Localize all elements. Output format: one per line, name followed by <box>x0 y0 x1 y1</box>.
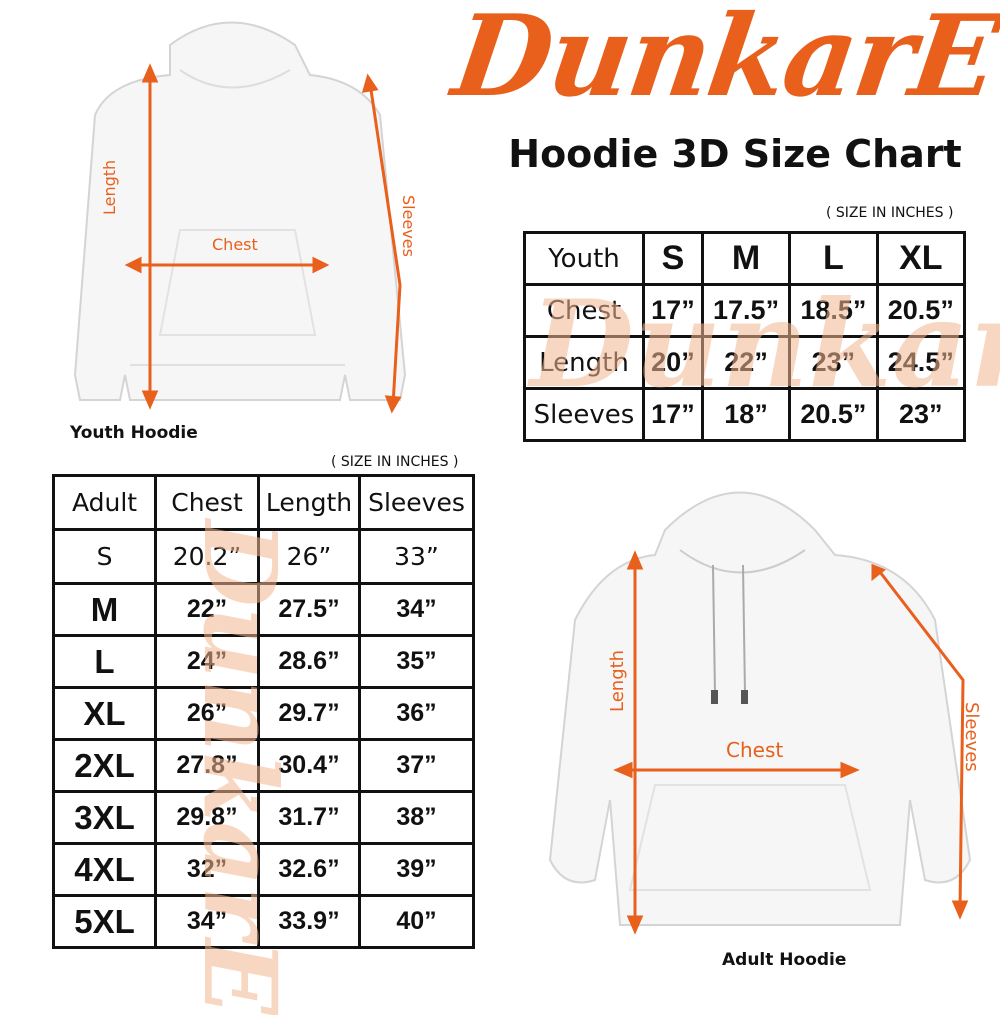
row-label: 5XL <box>52 894 157 949</box>
row-label: L <box>52 634 157 690</box>
row-label: S <box>52 528 157 586</box>
row-label: 3XL <box>52 790 157 846</box>
cell: 24.5” <box>875 335 967 390</box>
cell: 34” <box>154 894 260 949</box>
table-row: M 22” 27.5” 34” <box>52 582 475 638</box>
table-row: Length 20” 22” 23” 24.5” <box>523 335 967 390</box>
header-cell: Chest <box>154 473 260 532</box>
cell: 27.5” <box>257 582 361 638</box>
cell: 26” <box>257 528 361 586</box>
brand-logo: DunkarE <box>445 0 1000 122</box>
adult-units-note: ( SIZE IN INCHES ) <box>331 454 459 470</box>
cell: 22” <box>154 582 260 638</box>
youth-hoodie-image <box>73 21 407 414</box>
cell: 33.9” <box>257 894 361 949</box>
cell: 31.7” <box>257 790 361 846</box>
row-label: Chest <box>523 283 645 338</box>
cell: 32.6” <box>257 842 361 897</box>
cell: 24” <box>154 634 260 690</box>
adult-sleeves-annotation: Sleeves <box>961 702 982 772</box>
cell: 39” <box>358 842 475 897</box>
cell: 26” <box>154 686 260 742</box>
youth-hoodie-label: Youth Hoodie <box>70 423 198 443</box>
row-label: 2XL <box>52 738 157 794</box>
adult-size-table: Adult Chest Length Sleeves S 20.2” 26” 33” M… <box>52 473 475 949</box>
row-label: 4XL <box>52 842 157 897</box>
cell: 37” <box>358 738 475 794</box>
header-cell: Sleeves <box>358 473 475 532</box>
youth-length-annotation: Length <box>100 159 119 215</box>
cell: 17” <box>642 283 704 338</box>
adult-length-annotation: Length <box>607 649 628 712</box>
header-cell: Youth <box>523 231 645 286</box>
cell: 20” <box>642 335 704 390</box>
adult-chest-annotation: Chest <box>726 738 784 762</box>
page-title: Hoodie 3D Size Chart <box>508 132 962 176</box>
header-cell: M <box>700 231 792 286</box>
table-row: Sleeves 17” 18” 20.5” 23” <box>523 387 967 442</box>
cell: 23” <box>788 335 879 390</box>
cell: 30.4” <box>257 738 361 794</box>
cell: 27.8” <box>154 738 260 794</box>
cell: 18” <box>700 387 792 442</box>
table-row: XL 26” 29.7” 36” <box>52 686 475 742</box>
cell: 22” <box>700 335 792 390</box>
header-cell: L <box>788 231 879 286</box>
cell: 29.7” <box>257 686 361 742</box>
youth-size-table: Youth S M L XL Chest 17” 17.5” 18.5” 20.… <box>523 231 967 442</box>
table-header-row: Adult Chest Length Sleeves <box>52 473 475 532</box>
header-cell: XL <box>875 231 967 286</box>
cell: 35” <box>358 634 475 690</box>
table-row: 3XL 29.8” 31.7” 38” <box>52 790 475 846</box>
row-label: XL <box>52 686 157 742</box>
cell: 28.6” <box>257 634 361 690</box>
cell: 36” <box>358 686 475 742</box>
cell: 29.8” <box>154 790 260 846</box>
adult-hoodie-image <box>548 491 972 935</box>
cell: 18.5” <box>788 283 879 338</box>
youth-sleeves-annotation: Sleeves <box>399 195 418 257</box>
cell: 23” <box>875 387 967 442</box>
cell: 20.2” <box>154 528 260 586</box>
row-label: Sleeves <box>523 387 645 442</box>
cell: 34” <box>358 582 475 638</box>
cell: 17.5” <box>700 283 792 338</box>
table-header-row: Youth S M L XL <box>523 231 967 286</box>
header-cell: Length <box>257 473 361 532</box>
youth-units-note: ( SIZE IN INCHES ) <box>826 205 954 221</box>
table-row: Chest 17” 17.5” 18.5” 20.5” <box>523 283 967 338</box>
row-label: M <box>52 582 157 638</box>
cell: 33” <box>358 528 475 586</box>
row-label: Length <box>523 335 645 390</box>
header-cell: S <box>642 231 704 286</box>
cell: 38” <box>358 790 475 846</box>
table-row: L 24” 28.6” 35” <box>52 634 475 690</box>
cell: 40” <box>358 894 475 949</box>
adult-hoodie-label: Adult Hoodie <box>722 950 847 970</box>
table-row: 5XL 34” 33.9” 40” <box>52 894 475 949</box>
table-row: 4XL 32” 32.6” 39” <box>52 842 475 897</box>
cell: 32” <box>154 842 260 897</box>
header-cell: Adult <box>52 473 157 532</box>
cell: 17” <box>642 387 704 442</box>
table-row: 2XL 27.8” 30.4” 37” <box>52 738 475 794</box>
table-row: S 20.2” 26” 33” <box>52 528 475 586</box>
cell: 20.5” <box>788 387 879 442</box>
cell: 20.5” <box>875 283 967 338</box>
youth-chest-annotation: Chest <box>212 235 258 254</box>
